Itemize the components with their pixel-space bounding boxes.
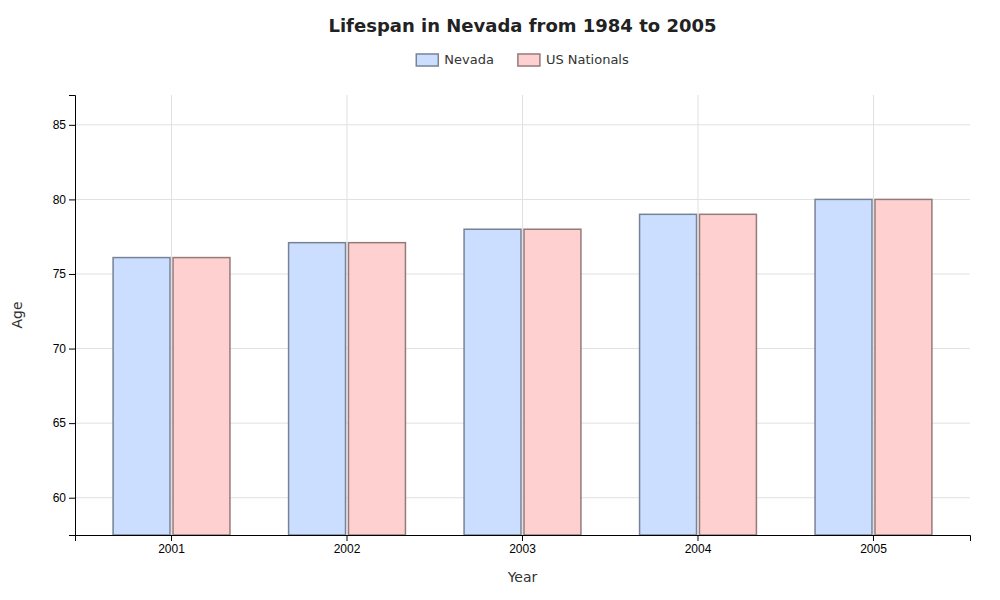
grid	[75, 95, 970, 535]
tick-mark	[69, 274, 75, 275]
tick-label: 65	[53, 416, 67, 430]
legend-label: US Nationals	[546, 52, 629, 67]
tick: 75	[53, 267, 75, 281]
bar	[875, 199, 932, 535]
grid-line	[347, 95, 348, 535]
grid-line	[873, 95, 874, 535]
tick-mark	[873, 535, 874, 541]
tick-mark	[347, 535, 348, 541]
tick-label: 2001	[158, 542, 185, 556]
series	[113, 199, 872, 535]
tick-label: 60	[53, 491, 67, 505]
chart: 2001 2002 2003 2004 2005 60 65 70 75 80 85 Year Age L…	[0, 0, 1000, 600]
series	[173, 199, 932, 535]
bars	[113, 199, 932, 535]
tick: 2003	[509, 535, 536, 556]
bar	[699, 214, 756, 535]
legend-item: Nevada	[416, 52, 494, 67]
title: Lifespan in Nevada from 1984 to 2005	[328, 15, 716, 36]
bar	[349, 243, 406, 535]
tick: 85	[53, 118, 75, 132]
grid-line	[522, 95, 523, 535]
tick-label: 75	[53, 267, 67, 281]
y-axis-title: Age	[9, 301, 25, 328]
legend-label: Nevada	[444, 52, 494, 67]
tick-mark	[69, 423, 75, 424]
tick: 60	[53, 491, 75, 505]
bar	[173, 258, 230, 535]
bar	[640, 214, 697, 535]
tick-mark	[522, 535, 523, 541]
bar	[113, 258, 170, 535]
bar	[815, 199, 872, 535]
tick-label: 85	[53, 118, 67, 132]
tick-label: 2005	[860, 542, 887, 556]
grid-line	[171, 95, 172, 535]
x-axis: 2001 2002 2003 2004 2005	[76, 535, 971, 556]
tick-label: 2003	[509, 542, 536, 556]
tick: 2001	[158, 535, 185, 556]
legend-item: US Nationals	[518, 52, 629, 67]
grid-line	[697, 95, 698, 535]
legend-swatch	[416, 54, 438, 66]
tick: 2002	[334, 535, 361, 556]
axis-line	[76, 536, 971, 542]
tick: 2005	[860, 535, 887, 556]
tick-mark	[171, 535, 172, 541]
bar	[464, 229, 521, 535]
tick: 80	[53, 193, 75, 207]
tick-label: 80	[53, 193, 67, 207]
axis-line	[69, 96, 76, 536]
tick-mark	[69, 498, 75, 499]
tick-label: 2004	[685, 542, 712, 556]
bar	[524, 229, 581, 535]
tick-mark	[69, 125, 75, 126]
tick-mark	[697, 535, 698, 541]
tick: 2004	[685, 535, 712, 556]
legend-swatch	[518, 54, 540, 66]
x-axis-title: Year	[507, 569, 538, 585]
tick: 70	[53, 342, 75, 356]
tick-label: 70	[53, 342, 67, 356]
tick-label: 2002	[334, 542, 361, 556]
plot: 2001 2002 2003 2004 2005 60 65 70 75 80 85	[53, 95, 971, 556]
tick-mark	[69, 349, 75, 350]
legend: Nevada US Nationals	[416, 52, 629, 67]
y-axis: 60 65 70 75 80 85	[53, 96, 76, 536]
tick-mark	[69, 199, 75, 200]
tick: 65	[53, 416, 75, 430]
bar	[289, 243, 346, 535]
